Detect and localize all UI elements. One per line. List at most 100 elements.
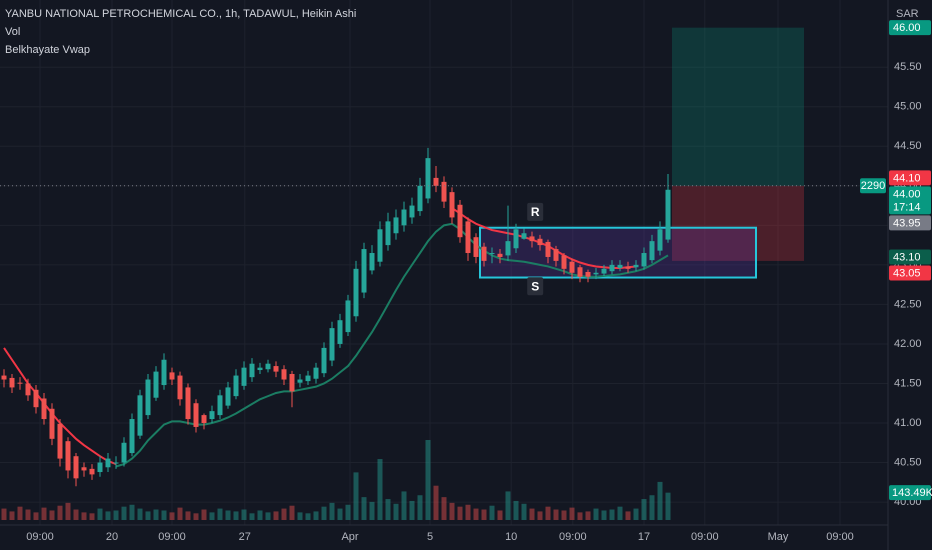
candle-body xyxy=(169,372,175,380)
candle-body xyxy=(497,253,503,257)
volume-bar xyxy=(161,510,167,520)
x-tick-label: 09:00 xyxy=(691,531,719,543)
volume-bar xyxy=(609,509,615,520)
x-tick-label: 09:00 xyxy=(559,531,587,543)
volume-bar xyxy=(65,502,71,520)
volume-badge-label: 143.49K xyxy=(892,487,932,499)
candle-body xyxy=(105,458,111,468)
volume-bar xyxy=(529,508,535,520)
candle-body xyxy=(297,379,303,383)
volume-bar xyxy=(545,506,551,520)
volume-bar xyxy=(89,513,95,520)
candle-body xyxy=(457,204,463,238)
volume-bar xyxy=(321,506,327,520)
x-tick-label: 09:00 xyxy=(26,531,54,543)
candle-body xyxy=(409,205,415,218)
candle-body xyxy=(353,268,359,317)
candle-body xyxy=(633,264,639,268)
volume-bar xyxy=(337,508,343,520)
annotation-label: R xyxy=(531,205,540,219)
y-tick-label: 41.50 xyxy=(894,377,922,389)
candle-body xyxy=(361,249,367,293)
currency-label: SAR xyxy=(896,8,919,20)
volume-bar xyxy=(345,504,351,520)
legend-entry: Vol xyxy=(5,26,20,38)
volume-bar xyxy=(265,512,271,520)
annotation-bg xyxy=(527,202,544,221)
volume-bar xyxy=(641,499,647,520)
candle-body xyxy=(65,441,71,471)
candle-body xyxy=(377,229,383,262)
x-tick-label: 20 xyxy=(106,531,118,543)
candle-body xyxy=(17,382,23,384)
candle-body xyxy=(649,241,655,261)
candle-body xyxy=(121,442,127,463)
volume-bar xyxy=(425,440,431,520)
candle-body xyxy=(505,241,511,256)
candle-body xyxy=(577,267,583,277)
candle-body xyxy=(145,379,151,416)
candle-body xyxy=(305,375,311,382)
price-badge xyxy=(889,265,931,281)
candle-body xyxy=(73,456,79,479)
volume-bar xyxy=(617,506,623,520)
candle-body xyxy=(593,272,599,275)
volume-bar xyxy=(449,502,455,520)
candle-body xyxy=(553,249,559,261)
candle-body xyxy=(177,375,183,400)
candle-body xyxy=(561,255,567,269)
candle-body xyxy=(537,238,543,246)
candle-body xyxy=(89,468,95,475)
volume-bar xyxy=(249,513,255,520)
legend-entry: Belkhayate Vwap xyxy=(5,44,90,56)
price-badge xyxy=(889,215,931,231)
volume-bar xyxy=(193,513,199,520)
volume-bar xyxy=(209,512,215,520)
volume-bar xyxy=(497,510,503,520)
candle-body xyxy=(201,415,207,424)
price-badge-label: 46.00 xyxy=(893,22,921,34)
annotation-label: S xyxy=(531,279,539,293)
price-badge xyxy=(889,170,931,186)
volume-bar xyxy=(153,509,159,520)
candle-body xyxy=(513,229,519,249)
candle-body xyxy=(225,387,231,406)
x-tick-label: 27 xyxy=(239,531,251,543)
volume-bar xyxy=(17,506,23,520)
volume-bar xyxy=(385,499,391,520)
candle-body xyxy=(57,423,63,459)
candle-body xyxy=(521,233,527,239)
volume-bar xyxy=(409,500,415,520)
candle-body xyxy=(257,367,263,371)
candle-body xyxy=(289,373,295,392)
volume-bar xyxy=(121,506,127,520)
volume-bar xyxy=(433,485,439,520)
volume-bar xyxy=(201,509,207,520)
candle-body xyxy=(345,300,351,333)
x-tick-label: May xyxy=(768,531,789,543)
candle-body xyxy=(529,236,535,242)
volume-bar xyxy=(297,512,303,520)
volume-bar xyxy=(73,509,79,520)
candle-body xyxy=(609,264,615,272)
x-tick-label: Apr xyxy=(341,531,358,543)
volume-bar xyxy=(137,508,143,520)
volume-bar xyxy=(113,510,119,520)
candle-body xyxy=(313,367,319,379)
candle-body xyxy=(113,462,119,464)
candle-body xyxy=(193,403,199,427)
volume-bar xyxy=(9,511,15,520)
x-tick-label: 10 xyxy=(505,531,517,543)
candle-body xyxy=(49,408,55,439)
volume-bar xyxy=(569,507,575,520)
indicator-line xyxy=(115,222,669,468)
candle-body xyxy=(9,377,15,388)
y-tick-label: 45.50 xyxy=(894,61,922,73)
volume-bar xyxy=(329,502,335,520)
volume-bar xyxy=(241,509,247,520)
volume-bar xyxy=(513,500,519,520)
volume-bar xyxy=(593,508,599,520)
volume-bar xyxy=(145,511,151,520)
candle-body xyxy=(401,209,407,226)
